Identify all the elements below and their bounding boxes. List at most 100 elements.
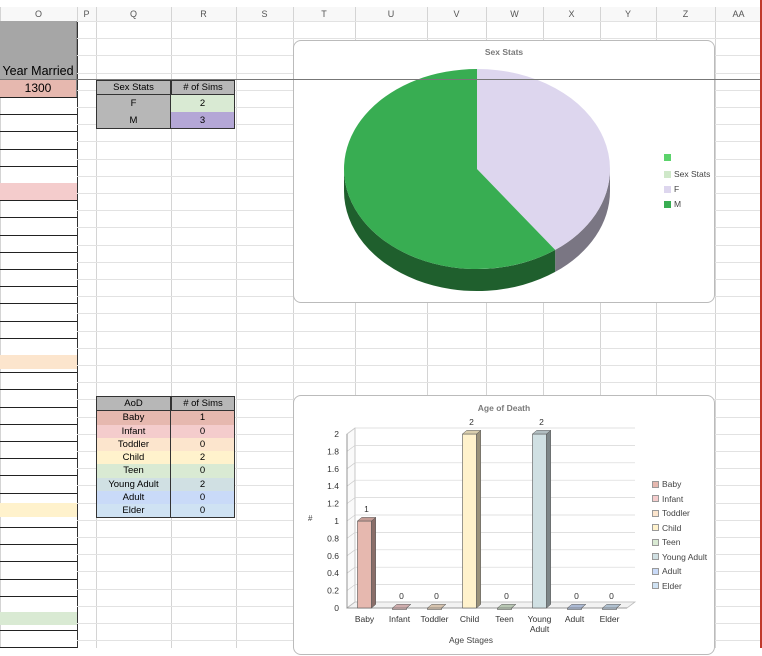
- legend-label: F: [674, 184, 680, 194]
- pie-legend-item: F: [664, 184, 679, 194]
- freeze-pane-line: [0, 79, 762, 80]
- gridline-side: [346, 445, 356, 452]
- bar-toddler: [426, 604, 447, 610]
- legend-swatch: [652, 509, 659, 517]
- column-header-u[interactable]: U: [387, 9, 395, 19]
- legend-swatch: [664, 185, 671, 193]
- table-header-cell[interactable]: # of Sims: [171, 396, 235, 412]
- bar-chart-xlabel: Age Stages: [449, 635, 493, 645]
- bar-legend-item: Teen: [652, 537, 680, 547]
- column-header-p[interactable]: P: [83, 9, 90, 19]
- gridline-side: [346, 584, 356, 591]
- column-header-x[interactable]: X: [568, 9, 575, 19]
- row-value-cell[interactable]: 0: [171, 491, 235, 505]
- table-row: Adult 0: [96, 491, 236, 505]
- table-header-cell[interactable]: AoD: [96, 396, 171, 412]
- y-tick-label: 1: [334, 516, 339, 526]
- column-header-q[interactable]: Q: [129, 9, 137, 19]
- row-label-cell[interactable]: Baby: [96, 411, 171, 425]
- gridline-side: [346, 427, 356, 435]
- row-value-cell[interactable]: 0: [171, 504, 235, 518]
- pie-slice-side: [344, 169, 556, 291]
- row-label-cell[interactable]: Child: [96, 451, 171, 465]
- bar-data-label: 0: [434, 591, 439, 601]
- window-edge: [760, 0, 762, 648]
- legend-swatch: [652, 524, 659, 531]
- pie-slice-m: [344, 69, 556, 269]
- age-of-death-table: AoD # of Sims Baby 1 Infant 0 Toddler 0 Child 2 Te…: [96, 396, 236, 518]
- column-header-v[interactable]: V: [453, 9, 460, 19]
- x-tick-label: Infant: [389, 614, 411, 624]
- row-value-cell[interactable]: 2: [171, 477, 235, 492]
- row-label-cell[interactable]: Teen: [96, 464, 171, 478]
- legend-swatch: [664, 154, 671, 161]
- gridline-side: [346, 497, 356, 504]
- row-value-cell[interactable]: 0: [171, 437, 235, 452]
- legend-label: Young Adult: [662, 551, 708, 562]
- row-label-cell[interactable]: Infant: [96, 424, 171, 438]
- colored-cell[interactable]: [0, 355, 77, 369]
- gridline-side: [346, 532, 356, 539]
- sex-stats-chart[interactable]: Sex Stats Sex Stats F M: [293, 40, 715, 303]
- column-header-z[interactable]: Z: [682, 9, 689, 19]
- row-value-cell[interactable]: 0: [171, 464, 235, 478]
- column-header-t[interactable]: T: [321, 9, 327, 19]
- row-label-cell[interactable]: Elder: [96, 504, 171, 518]
- row-value-cell[interactable]: 3: [171, 112, 235, 130]
- column-header-o[interactable]: O: [34, 9, 42, 19]
- colored-cell[interactable]: [0, 183, 77, 200]
- bar-legend-item: Elder: [652, 581, 682, 591]
- colored-cell[interactable]: [0, 503, 77, 517]
- x-tick-label: Adult: [565, 614, 585, 624]
- bar-legend-item: Toddler: [652, 508, 690, 518]
- y-tick-label: 0.8: [327, 533, 339, 543]
- table-row: Young Adult 2: [96, 477, 236, 492]
- colored-cell[interactable]: [0, 612, 77, 625]
- column-header-s[interactable]: S: [261, 9, 268, 19]
- row-label-cell[interactable]: Toddler: [96, 437, 171, 452]
- column-header-aa[interactable]: AA: [732, 9, 745, 19]
- gridline-side: [346, 514, 356, 522]
- column-header-y[interactable]: Y: [624, 9, 631, 19]
- sex-stats-chart-title: Sex Stats: [484, 47, 524, 57]
- row-label-cell[interactable]: F: [96, 95, 171, 113]
- row-value-cell[interactable]: 0: [171, 424, 235, 438]
- legend-swatch: [652, 567, 659, 575]
- row-value-cell[interactable]: 2: [171, 451, 235, 465]
- row-value-cell[interactable]: 1: [171, 411, 235, 425]
- legend-label: Sex Stats: [674, 169, 711, 179]
- x-tick-label: Toddler: [421, 614, 449, 624]
- y-tick-label: 2: [334, 429, 339, 439]
- bar-teen: [496, 604, 517, 610]
- legend-label: Adult: [662, 566, 682, 576]
- year-married-value[interactable]: 1300: [0, 80, 77, 97]
- x-tick-label: Elder: [600, 614, 620, 624]
- pie-legend-item: M: [664, 199, 681, 209]
- row-label-cell[interactable]: Young Adult: [96, 477, 171, 492]
- gridline-side: [346, 479, 356, 487]
- legend-swatch: [652, 538, 659, 546]
- row-label-cell[interactable]: Adult: [96, 491, 171, 505]
- table-header-cell[interactable]: # of Sims: [171, 80, 235, 96]
- legend-label: Toddler: [662, 508, 690, 518]
- column-header-r[interactable]: R: [200, 9, 207, 19]
- year-married-header[interactable]: Year Married: [0, 21, 77, 80]
- table-header-cell[interactable]: Sex Stats: [96, 80, 171, 96]
- bar-data-label: 0: [574, 591, 579, 601]
- legend-label: Child: [662, 522, 682, 533]
- bar-legend-item: Baby: [652, 479, 681, 489]
- bar-elder: [601, 604, 622, 610]
- age-of-death-chart[interactable]: Age of Death 0 0.2 0.4 0.6 0.8 1 1.2 1.4 1.6 1.8 2…: [293, 395, 715, 655]
- legend-label: M: [674, 199, 682, 209]
- pie-legend-item: [664, 154, 674, 161]
- bar-infant: [391, 604, 412, 610]
- row-value-cell[interactable]: 2: [171, 95, 235, 113]
- table-header-row: AoD # of Sims: [96, 396, 236, 412]
- legend-swatch: [652, 553, 659, 560]
- table-row: Child 2: [96, 451, 236, 465]
- column-header-w[interactable]: W: [510, 9, 519, 19]
- pie-legend-item: Sex Stats: [664, 169, 710, 179]
- y-tick-label: 1.6: [327, 464, 339, 474]
- row-label-cell[interactable]: M: [96, 112, 171, 130]
